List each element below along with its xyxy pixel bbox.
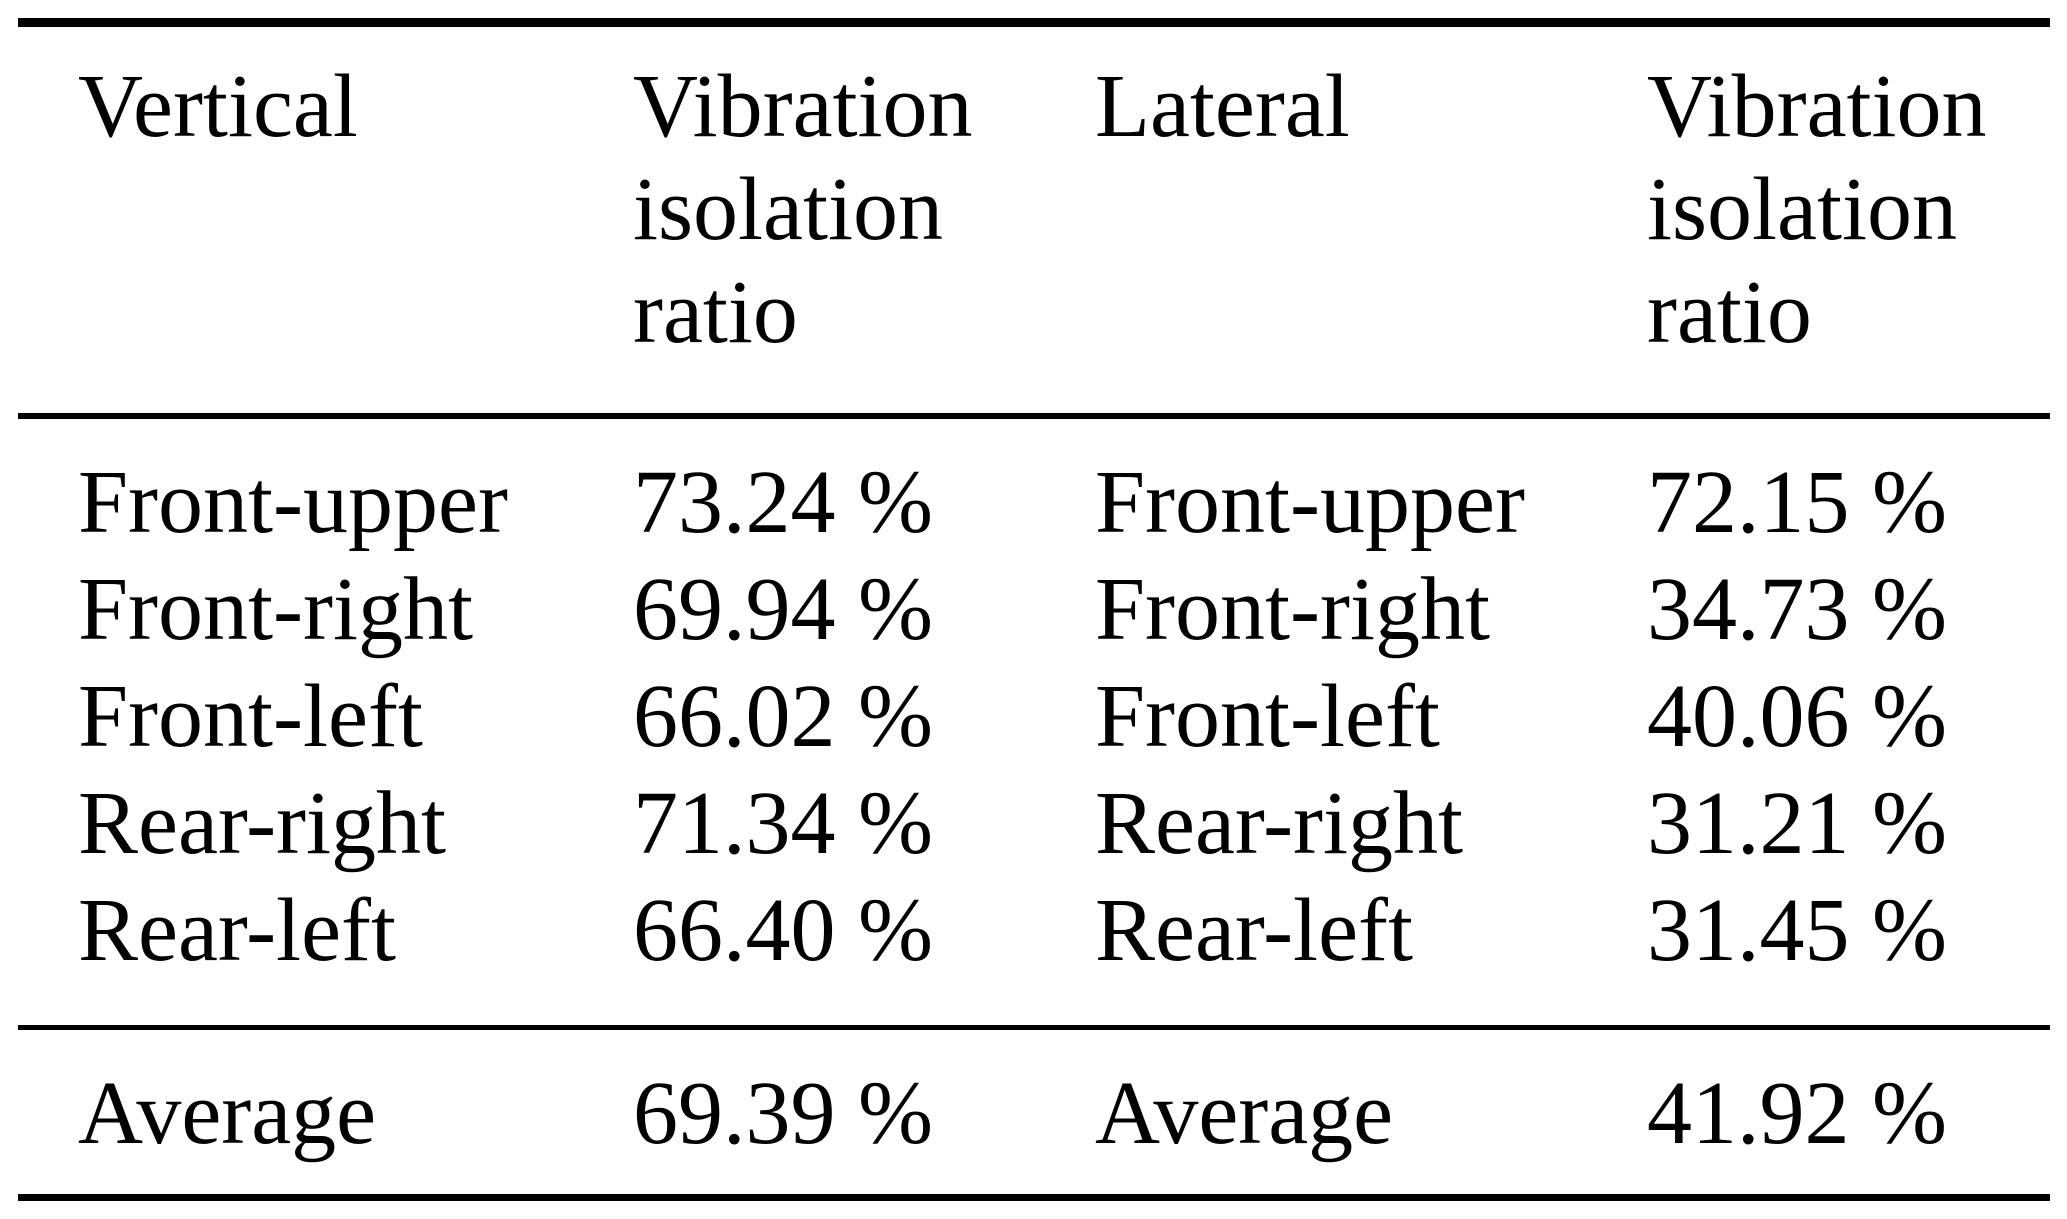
row-label-lateral: Rear-left	[1095, 881, 1413, 980]
row-value-vertical: 66.40 %	[633, 881, 933, 980]
column-header-lateral-ratio: Vibration isolation ratio	[1647, 57, 1987, 362]
table-row: Front-right 69.94 % Front-right 34.73 %	[18, 556, 2050, 663]
table-row: Rear-right 71.34 % Rear-right 31.21 %	[18, 770, 2050, 877]
row-value-lateral: 40.06 %	[1647, 667, 1947, 766]
table-row: Rear-left 66.40 % Rear-left 31.45 %	[18, 877, 2050, 984]
row-label-vertical: Front-left	[78, 667, 423, 766]
row-value-lateral: 31.45 %	[1647, 881, 1947, 980]
table-row: Front-left 66.02 % Front-left 40.06 %	[18, 663, 2050, 770]
average-row: Average 69.39 % Average 41.92 %	[18, 1060, 2050, 1167]
vibration-isolation-table: Vertical Vibration isolation ratio Later…	[18, 18, 2050, 1201]
row-label-lateral: Front-right	[1095, 560, 1490, 659]
table-footer: Average 69.39 % Average 41.92 %	[18, 1030, 2050, 1194]
average-label-vertical: Average	[78, 1064, 377, 1163]
table-row: Front-upper 73.24 % Front-upper 72.15 %	[18, 449, 2050, 556]
row-label-vertical: Front-right	[78, 560, 473, 659]
row-value-vertical: 73.24 %	[633, 453, 933, 552]
average-value-vertical: 69.39 %	[633, 1064, 933, 1163]
column-header-vertical: Vertical	[78, 57, 358, 156]
average-label-lateral: Average	[1095, 1064, 1394, 1163]
row-label-lateral: Front-upper	[1095, 453, 1525, 552]
table-top-rule	[18, 18, 2050, 27]
row-value-vertical: 66.02 %	[633, 667, 933, 766]
row-label-lateral: Front-left	[1095, 667, 1440, 766]
row-value-lateral: 34.73 %	[1647, 560, 1947, 659]
table-header-rule	[18, 413, 2050, 419]
row-value-vertical: 71.34 %	[633, 774, 933, 873]
table-footer-rule	[18, 1025, 2050, 1030]
row-value-lateral: 72.15 %	[1647, 453, 1947, 552]
row-value-lateral: 31.21 %	[1647, 774, 1947, 873]
row-label-vertical: Front-upper	[78, 453, 508, 552]
row-label-vertical: Rear-right	[78, 774, 447, 873]
row-value-vertical: 69.94 %	[633, 560, 933, 659]
table-header-row: Vertical Vibration isolation ratio Later…	[18, 27, 2050, 413]
column-header-vertical-ratio: Vibration isolation ratio	[633, 57, 973, 362]
column-header-lateral: Lateral	[1095, 57, 1350, 156]
row-label-vertical: Rear-left	[78, 881, 396, 980]
row-label-lateral: Rear-right	[1095, 774, 1464, 873]
average-value-lateral: 41.92 %	[1647, 1064, 1947, 1163]
table-bottom-rule	[18, 1194, 2050, 1201]
table-body: Front-upper 73.24 % Front-upper 72.15 % …	[18, 419, 2050, 1025]
